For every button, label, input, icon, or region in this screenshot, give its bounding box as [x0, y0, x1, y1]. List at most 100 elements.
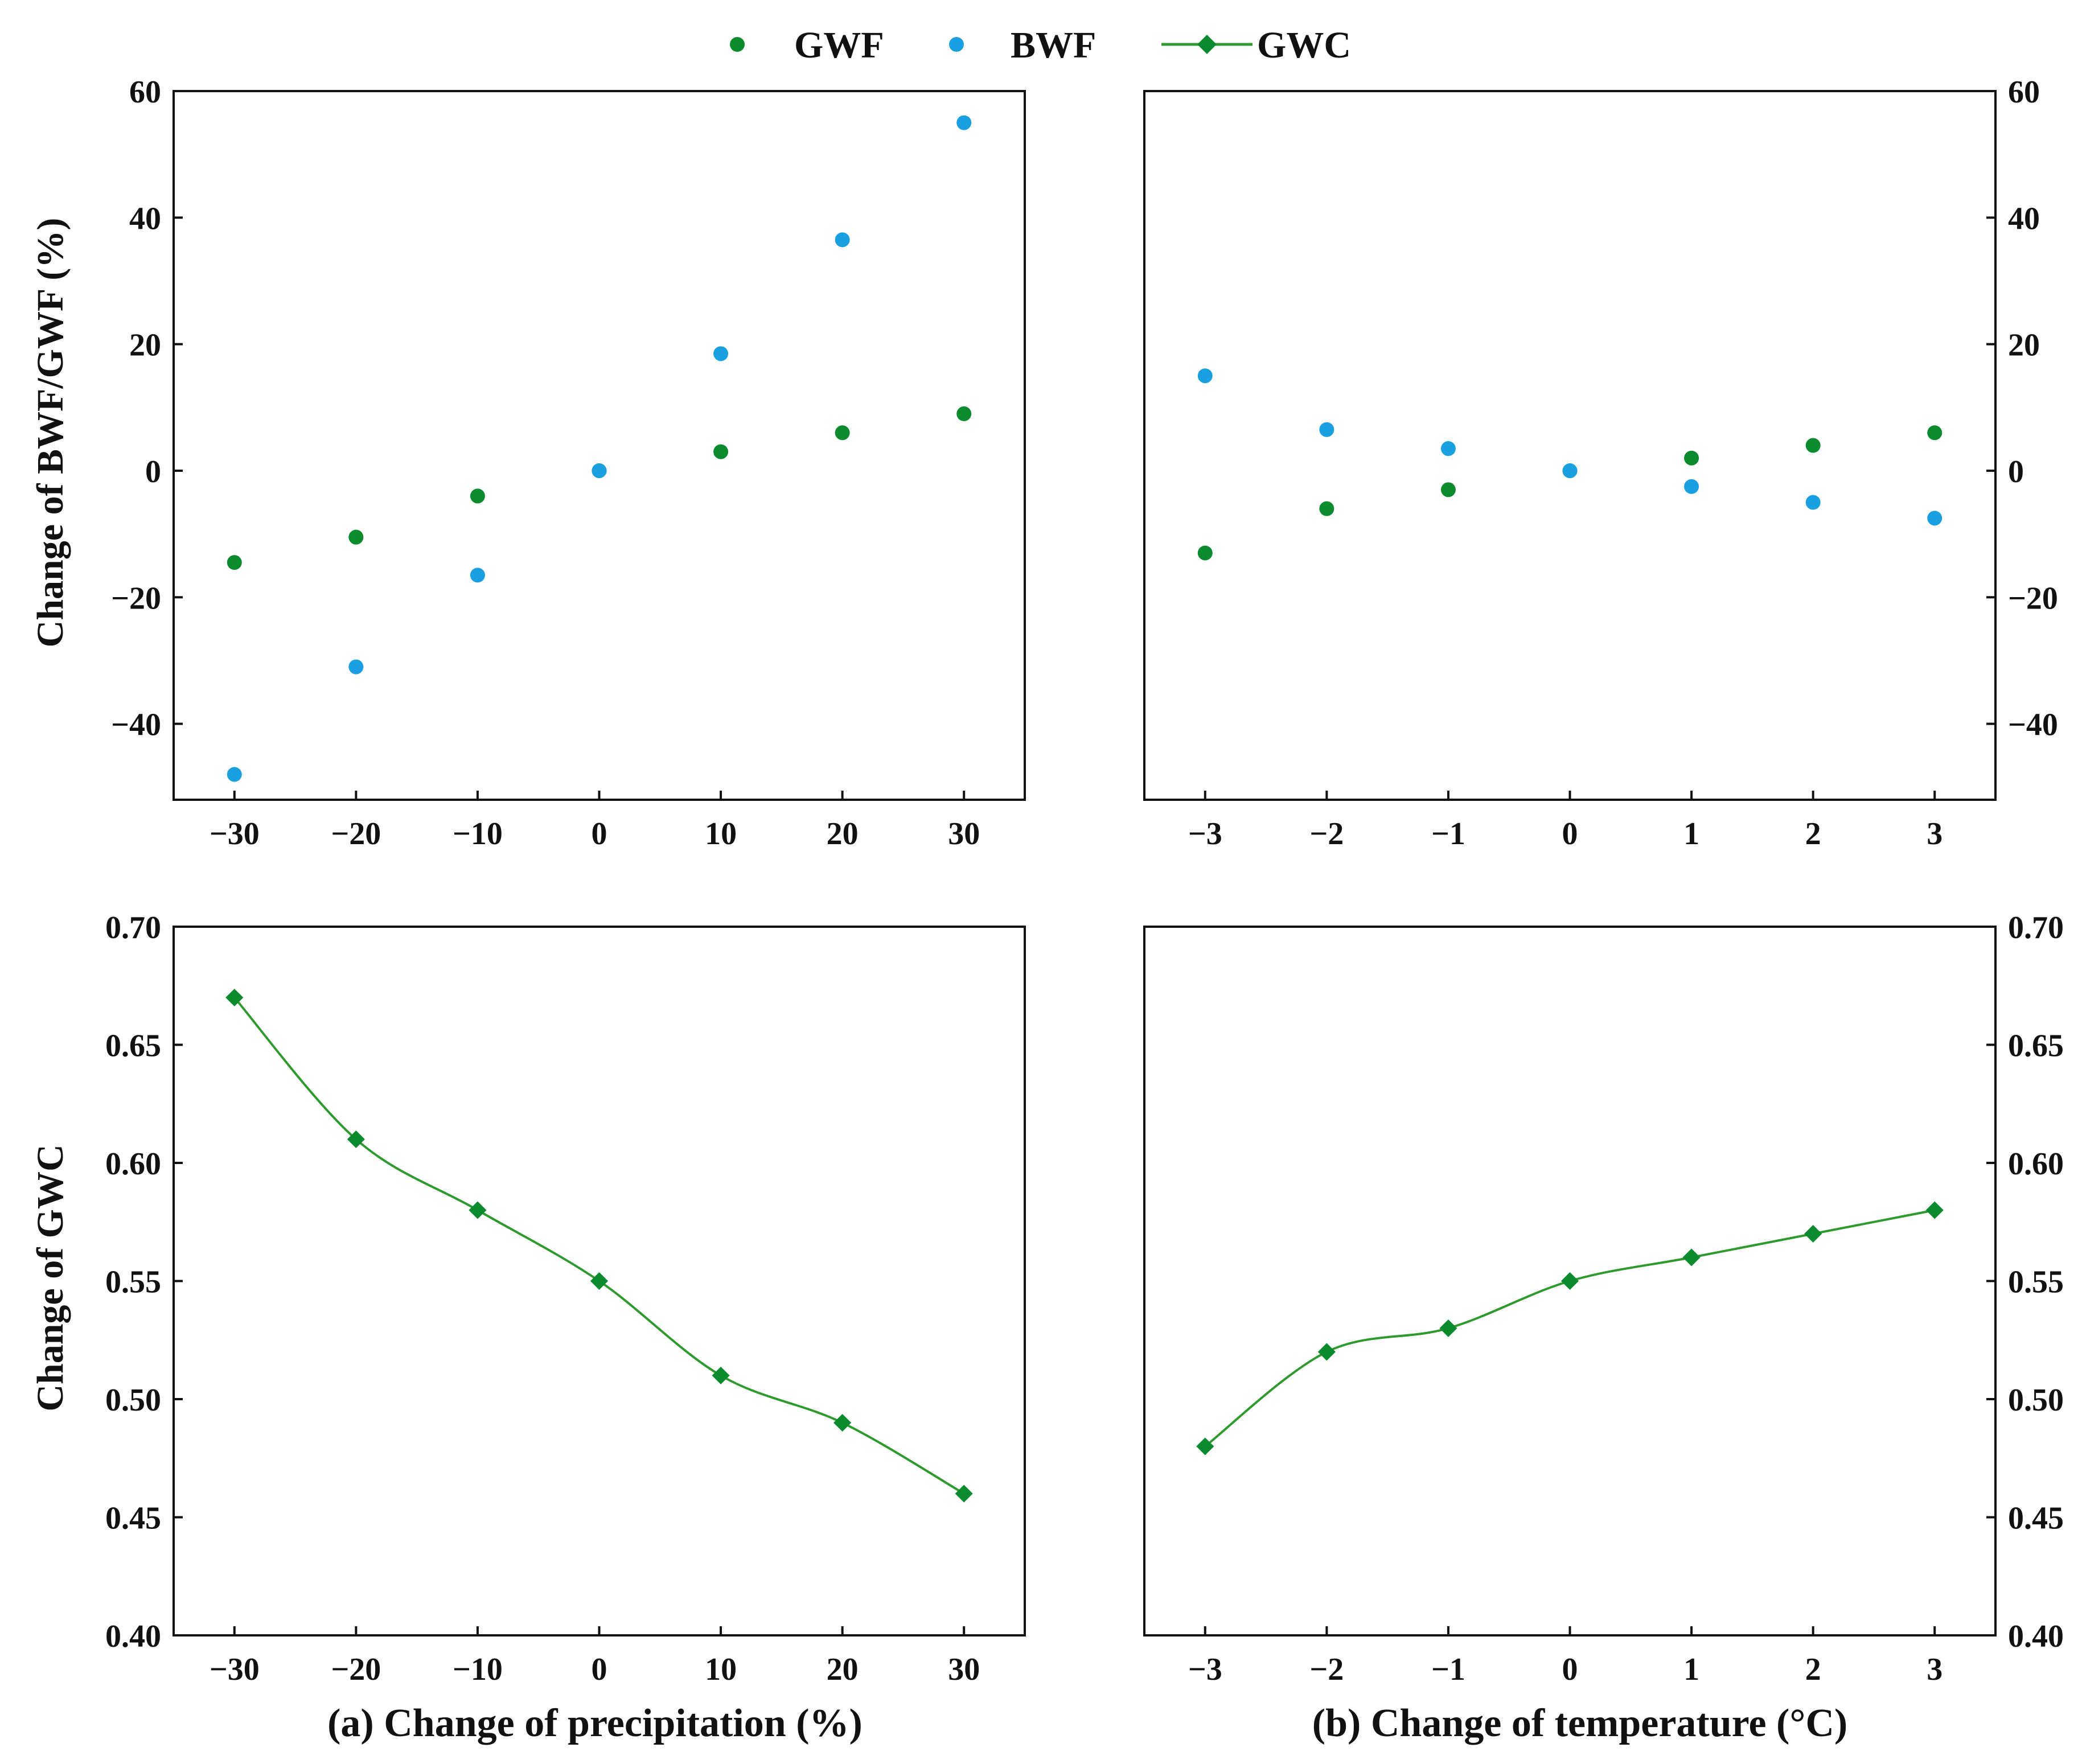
x-tick-label: 1 [1683, 1652, 1699, 1687]
x-tick-label: −30 [210, 1652, 260, 1687]
y-tick-label: 0.70 [105, 910, 161, 945]
x-tick-label: 30 [948, 1652, 980, 1687]
data-point-gwc [1561, 1272, 1579, 1290]
y-tick-label: 60 [2008, 75, 2040, 110]
data-point-bwf [227, 767, 242, 782]
data-point-bwf [1684, 479, 1699, 494]
data-point-gwc [1439, 1319, 1457, 1338]
data-point-gwc [833, 1413, 852, 1432]
x-tick-label: −30 [210, 816, 260, 852]
data-point-gwf [470, 488, 485, 504]
y-tick-label: −40 [2008, 708, 2058, 743]
plot-frame [1143, 90, 1997, 801]
y-tick-label: 0.50 [105, 1383, 161, 1418]
panel-b-top: −3 −2 −1 0 1 2 3 −40 −20 0 20 40 60 [1143, 75, 2058, 852]
data-point-gwc [469, 1201, 487, 1219]
data-point-bwf [1805, 495, 1821, 510]
data-point-gwf [1197, 545, 1213, 561]
data-point-gwc [1804, 1224, 1822, 1243]
y-tick-label: 0.50 [2008, 1383, 2064, 1418]
y-tick-label: −40 [111, 708, 161, 743]
data-point-gwf [1805, 438, 1821, 453]
data-point-bwf [1562, 463, 1578, 478]
data-point-gwf [1440, 482, 1456, 497]
x-tick-label: 2 [1805, 1652, 1821, 1687]
data-point-gwf [348, 529, 364, 545]
x-tick-label: −1 [1431, 1652, 1465, 1687]
data-point-bwf [1440, 441, 1456, 457]
plot-frame [173, 90, 1026, 801]
x-tick-label: 2 [1805, 816, 1821, 852]
y-tick-label: 0.65 [105, 1029, 161, 1064]
data-point-gwf [956, 406, 972, 421]
x-tick-label: 30 [948, 816, 980, 852]
y-tick-label: 0.60 [105, 1146, 161, 1182]
legend-bwf-marker [949, 37, 964, 52]
x-tick-label: 20 [827, 1652, 859, 1687]
caption-b-x-axis-label: (b) Change of temperature (°C) [1312, 1701, 1847, 1745]
y-tick-label: −20 [111, 581, 161, 616]
data-point-gwc [1196, 1437, 1214, 1455]
data-point-bwf [592, 463, 607, 478]
data-point-bwf [1927, 511, 1943, 526]
x-tick-label: −10 [453, 1652, 503, 1687]
x-tick-label: 1 [1683, 816, 1699, 852]
y-tick-label: 20 [129, 328, 161, 363]
data-point-gwc [1317, 1343, 1336, 1361]
y-tick-label: 0.40 [105, 1619, 161, 1654]
x-tick-label: 10 [705, 1652, 737, 1687]
panel-a-top: −30 −20 −10 0 10 20 30 −40 −20 0 20 40 60 [111, 75, 1026, 852]
y-tick-label: 0 [145, 454, 161, 490]
y-tick-label: 60 [129, 75, 161, 110]
x-tick-label: −2 [1309, 816, 1344, 852]
data-point-bwf [348, 659, 364, 675]
legend-bwf-label: BWF [1011, 24, 1096, 66]
x-tick-label: 0 [592, 1652, 607, 1687]
x-tick-label: 3 [1927, 816, 1943, 852]
data-point-gwc [955, 1485, 973, 1503]
y-tick-label: 20 [2008, 328, 2040, 363]
x-tick-label: −20 [331, 816, 381, 852]
data-point-gwf [1319, 501, 1334, 516]
data-point-gwc [712, 1366, 730, 1385]
y-tick-label: 0.60 [2008, 1146, 2064, 1182]
series-line-gwc [1204, 1209, 1935, 1448]
x-tick-label: 20 [827, 816, 859, 852]
panel-b-bottom: −3 −2 −1 0 1 2 3 0.40 0.45 0.50 0.55 0.60 0.65 0.70 [1143, 910, 2064, 1687]
x-tick-label: 0 [592, 816, 607, 852]
y-tick-label: 0.55 [2008, 1265, 2064, 1300]
data-point-gwc [590, 1272, 609, 1290]
panel-a-bottom: −30 −20 −10 0 10 20 30 0.40 0.45 0.50 0.55 0.60 0.65… [105, 910, 1026, 1687]
x-tick-label: −2 [1309, 1652, 1344, 1687]
y-tick-label: 0.45 [2008, 1501, 2064, 1536]
y-tick-label: −20 [2008, 581, 2058, 616]
caption-a-x-axis-label: (a) Change of precipitation (%) [327, 1701, 863, 1745]
data-point-bwf [1319, 422, 1334, 437]
data-point-gwf [1684, 450, 1699, 466]
data-point-bwf [713, 346, 729, 361]
x-tick-label: 10 [705, 816, 737, 852]
data-point-bwf [470, 568, 485, 583]
y-tick-label: 0.65 [2008, 1029, 2064, 1064]
legend-gwc-label: GWC [1257, 24, 1351, 66]
data-point-gwc [225, 988, 244, 1007]
data-point-gwf [227, 555, 242, 570]
y-tick-label: 0.40 [2008, 1619, 2064, 1654]
y-tick-label: 0 [2008, 454, 2024, 490]
data-point-gwf [835, 425, 850, 441]
data-point-gwf [713, 444, 729, 459]
x-tick-label: 0 [1562, 816, 1578, 852]
x-tick-label: −20 [331, 1652, 381, 1687]
data-point-gwf [1927, 425, 1943, 441]
data-point-bwf [835, 232, 850, 248]
legend-gwf-label: GWF [794, 24, 884, 66]
data-point-gwc [1925, 1201, 1944, 1219]
y-tick-label: 0.45 [105, 1501, 161, 1536]
y-tick-label: 0.55 [105, 1265, 161, 1300]
x-tick-label: −3 [1188, 816, 1222, 852]
data-point-bwf [956, 115, 972, 130]
data-point-gwc [1682, 1248, 1701, 1267]
y-tick-label: 40 [129, 201, 161, 236]
bottom-left-y-axis-label: Change of GWC [30, 1144, 71, 1411]
top-left-y-axis-label: Change of BWF/GWF (%) [30, 218, 71, 648]
